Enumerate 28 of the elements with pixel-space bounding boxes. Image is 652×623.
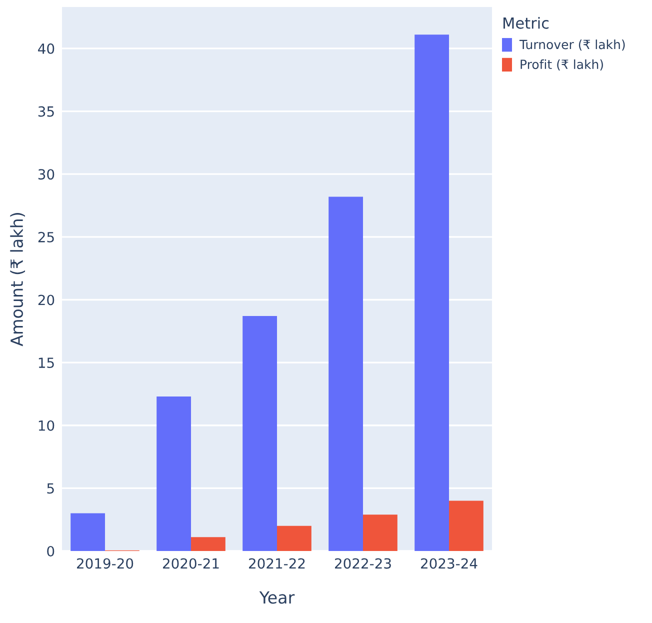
bar — [363, 514, 398, 551]
y-axis-title: Amount (₹ lakh) — [10, 213, 26, 346]
bar — [191, 537, 226, 551]
y-tick-label: 40 — [38, 43, 54, 54]
x-tick-label: 2022-23 — [335, 558, 391, 569]
legend-title: Metric — [504, 17, 549, 29]
y-tick-label: 0 — [47, 546, 54, 556]
bar — [414, 34, 449, 551]
y-tick-label: 25 — [38, 232, 54, 242]
y-tick-label: 15 — [38, 358, 54, 368]
x-tick-label: 2021-22 — [249, 558, 305, 569]
y-tick-label: 20 — [38, 294, 54, 306]
bar — [328, 196, 363, 551]
x-axis-title: Year — [259, 591, 295, 604]
bar — [449, 500, 484, 551]
y-tick-label: 10 — [38, 420, 54, 431]
bar — [242, 316, 277, 551]
bar — [70, 513, 105, 551]
bar — [156, 396, 191, 551]
y-tick-label: 35 — [38, 106, 54, 117]
x-tick-label: 2023-24 — [421, 558, 478, 569]
bar — [277, 526, 312, 551]
legend-label: Profit (₹ lakh) — [520, 59, 603, 71]
y-tick-label: 5 — [47, 483, 54, 494]
y-tick-label: 30 — [38, 169, 54, 180]
legend-label: Turnover (₹ lakh) — [519, 40, 625, 51]
x-tick-label: 2020-21 — [163, 558, 219, 569]
x-tick-label: 2019-20 — [77, 558, 134, 569]
